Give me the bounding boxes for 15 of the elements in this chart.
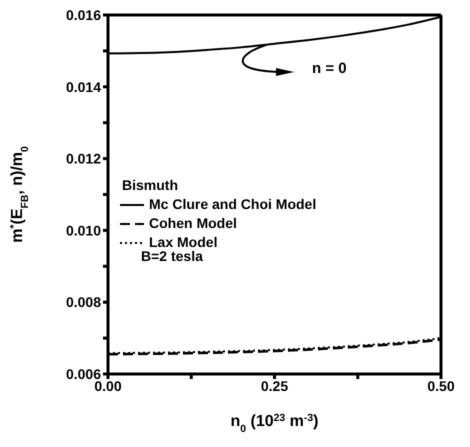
y-tick-label: 0.008 (66, 294, 102, 310)
x-tick-label: 0.25 (260, 378, 288, 394)
x-axis-title: n$_{0}$ (10$^{23}$ m$^{-3}$) (230, 412, 318, 434)
legend-title: Bismuth (122, 177, 178, 193)
y-tick-label: 0.012 (66, 150, 102, 167)
y-tick-label: 0.014 (66, 78, 102, 95)
y-tick-label: 0.016 (66, 6, 102, 23)
x-tick-label: 0.50 (427, 378, 455, 394)
legend-label: Mc Clure and Choi Model (149, 196, 316, 212)
legend-label: Lax Model (149, 234, 218, 250)
y-tick-label: 0.010 (66, 222, 102, 238)
annotation: B=2 tesla (141, 248, 203, 264)
y-tick-label: 0.006 (66, 366, 102, 382)
legend-label: Cohen Model (149, 215, 237, 231)
annotation: n = 0 (312, 60, 347, 77)
